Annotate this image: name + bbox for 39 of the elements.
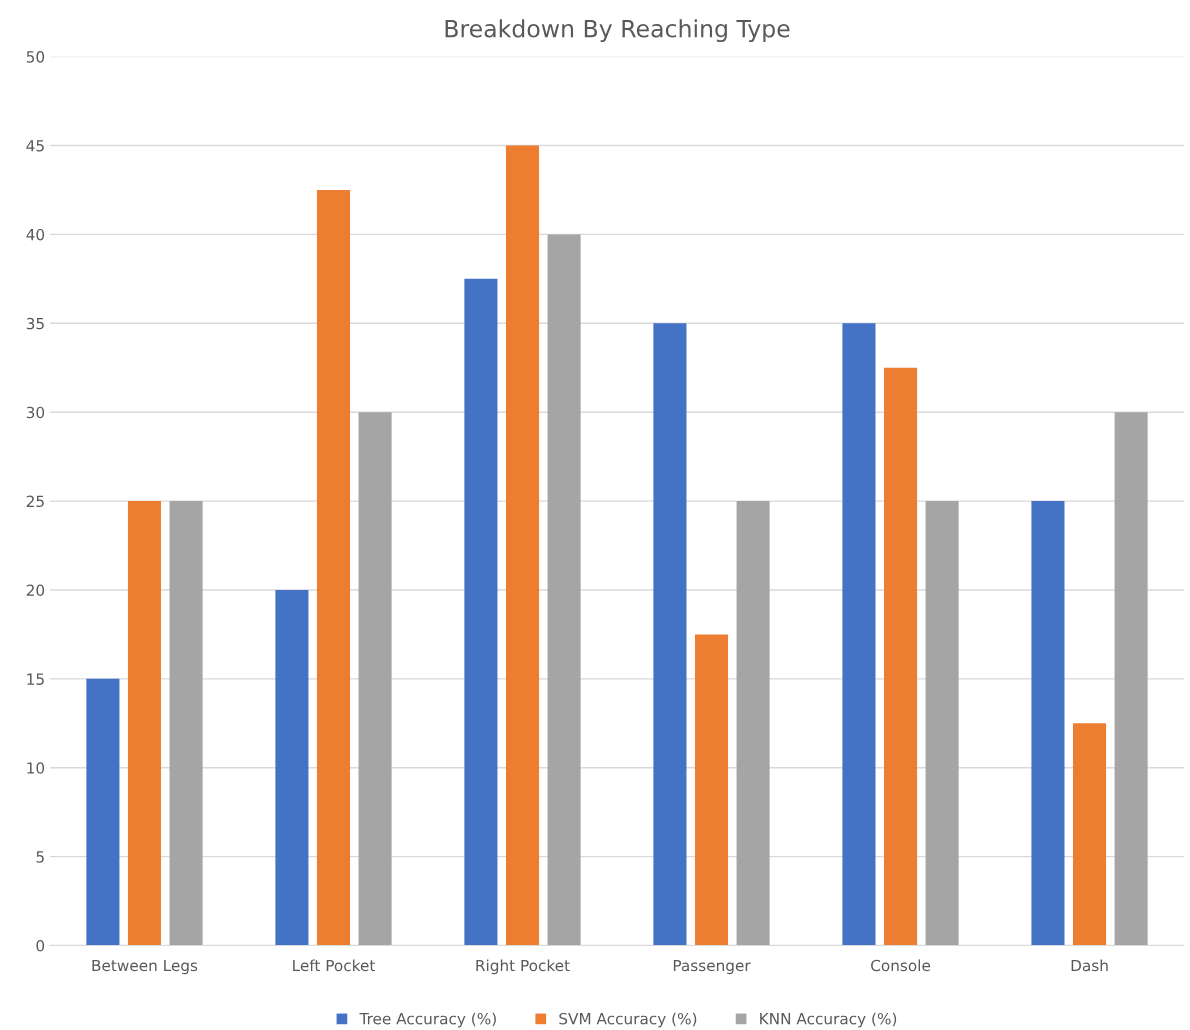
bar <box>694 634 729 946</box>
y-tick-label: 15 <box>27 673 44 685</box>
legend-label: KNN Accuracy (%) <box>760 1012 897 1028</box>
bar <box>1031 501 1065 946</box>
bar <box>883 367 918 946</box>
y-tick-label: 35 <box>26 317 44 330</box>
y-tick-label: 25 <box>26 495 44 508</box>
bar <box>842 323 876 946</box>
legend-label: SVM Accuracy (%) <box>559 1012 697 1028</box>
bar <box>464 278 498 946</box>
bar <box>547 234 581 946</box>
bar <box>316 189 351 946</box>
chart-title: Breakdown By Reaching Type <box>445 19 790 43</box>
bar <box>86 678 120 946</box>
x-tick-label: Right Pocket <box>476 959 570 975</box>
bar <box>169 501 203 946</box>
bar <box>1114 412 1148 946</box>
y-tick-label: 5 <box>36 851 44 863</box>
x-tick-label: Dash <box>1071 959 1108 972</box>
y-tick-label: 45 <box>26 140 44 152</box>
bar <box>925 501 959 946</box>
bar <box>736 501 770 946</box>
y-tick-label: 0 <box>36 940 45 952</box>
y-tick-label: 20 <box>26 584 45 597</box>
bar <box>358 412 392 946</box>
y-tick-label: 40 <box>26 228 45 241</box>
x-tick-label: Console <box>871 959 931 972</box>
bar <box>127 501 162 946</box>
y-tick-label: 10 <box>27 762 45 774</box>
legend-label: Tree Accuracy (%) <box>359 1012 496 1028</box>
x-tick-label: Between Legs <box>92 959 198 975</box>
y-tick-label: 50 <box>26 51 45 63</box>
x-tick-label: Passenger <box>673 959 751 975</box>
x-tick-label: Left Pocket <box>293 959 375 972</box>
bar <box>653 323 687 946</box>
bar <box>505 145 540 946</box>
bar <box>275 589 309 946</box>
bar <box>1073 723 1107 946</box>
y-tick-label: 30 <box>26 406 45 419</box>
